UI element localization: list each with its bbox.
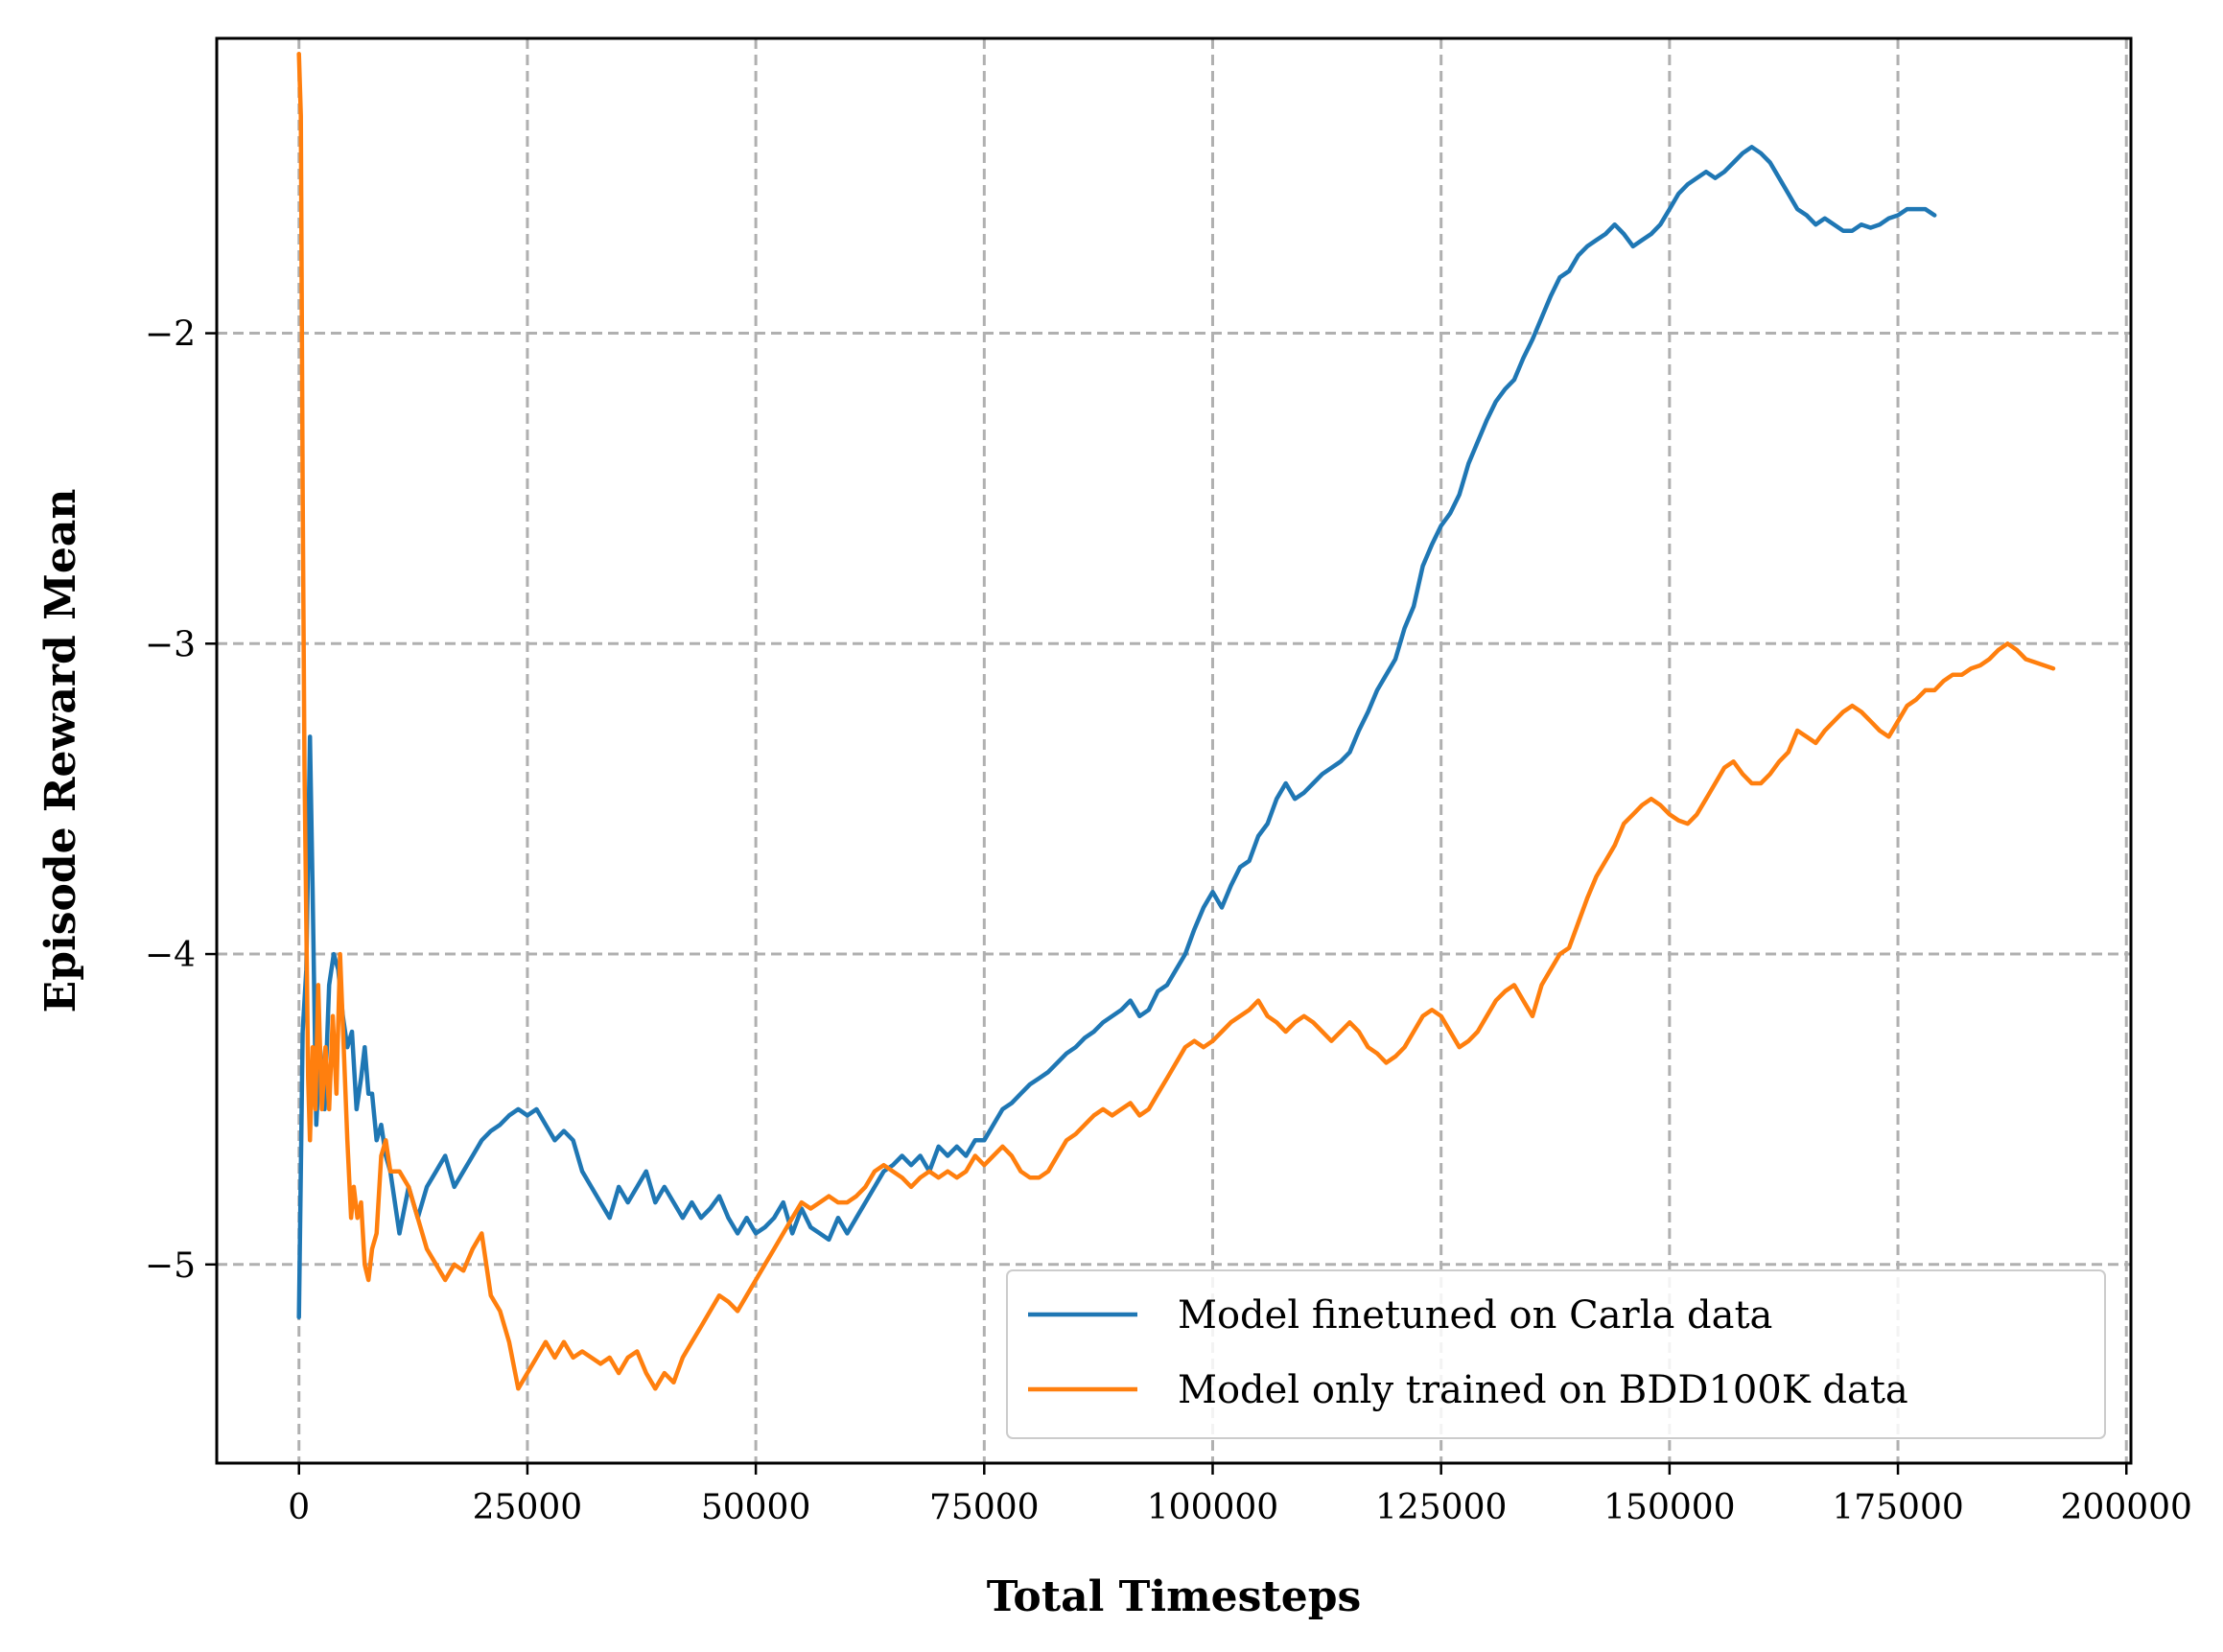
x-tick-label: 175000 <box>1832 1488 1963 1527</box>
x-tick-label: 200000 <box>2061 1488 2192 1527</box>
ticks: 0 25000 50000 75000 100000 125000 150000 175000… <box>145 315 2192 1527</box>
legend-label-finetuned: Model finetuned on Carla data <box>1178 1293 1772 1338</box>
grid <box>217 38 2131 1463</box>
y-axis-title: Episode Reward Mean <box>36 489 85 1013</box>
series-line-1 <box>296 51 2056 1391</box>
x-tick-label: 0 <box>288 1488 310 1527</box>
x-tick-label: 100000 <box>1147 1488 1278 1527</box>
y-tick-label: −4 <box>145 936 196 975</box>
legend-box <box>1006 1269 2106 1439</box>
x-axis-title: Total Timesteps <box>987 1572 1362 1621</box>
x-tick-label: 50000 <box>701 1488 811 1527</box>
legend: Model finetuned on Carla data Model only… <box>1006 1269 2106 1439</box>
y-tick-label: −5 <box>145 1246 196 1286</box>
y-tick-label: −2 <box>145 315 196 355</box>
x-tick-label: 75000 <box>929 1488 1040 1527</box>
x-tick-label: 150000 <box>1603 1488 1735 1527</box>
series-line-0 <box>296 145 1937 1320</box>
plot-frame <box>215 36 2133 1465</box>
y-tick-label: −3 <box>145 625 196 664</box>
x-tick-label: 125000 <box>1375 1488 1507 1527</box>
x-tick-label: 25000 <box>473 1488 583 1527</box>
legend-label-bdd100k: Model only trained on BDD100K data <box>1178 1368 1908 1412</box>
series-layer <box>296 51 2056 1391</box>
